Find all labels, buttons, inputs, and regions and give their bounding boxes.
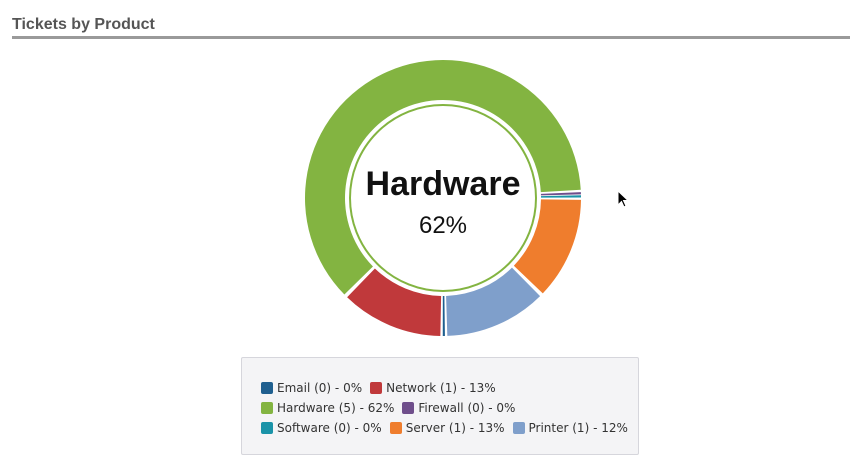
legend-item-network[interactable]: Network (1) - 13% [370, 381, 496, 395]
legend-item-firewall[interactable]: Firewall (0) - 0% [402, 401, 515, 415]
center-percent-label: 62% [419, 212, 467, 239]
donut-slices [305, 60, 581, 336]
slice-printer[interactable] [446, 267, 541, 336]
legend-item-server[interactable]: Server (1) - 13% [389, 421, 505, 435]
legend-label: Firewall (0) - 0% [418, 401, 516, 415]
legend-swatch [261, 422, 273, 434]
chart-header: Tickets by Product [12, 16, 850, 39]
slice-network[interactable] [347, 268, 442, 336]
legend-swatch [402, 402, 415, 414]
slice-software[interactable] [540, 195, 581, 198]
chart-title: Tickets by Product [12, 16, 155, 33]
chart-legend: Email (0) - 0% Network (1) - 13% Hardwar… [241, 357, 639, 455]
legend-label: Software (0) - 0% [277, 421, 382, 435]
legend-swatch [389, 422, 402, 434]
legend-swatch [512, 422, 525, 434]
selected-inner-ring [349, 104, 537, 292]
slice-hardware[interactable] [305, 60, 581, 295]
slice-server[interactable] [513, 199, 581, 294]
slice-firewall[interactable] [540, 192, 581, 196]
legend-label: Server (1) - 13% [405, 421, 505, 435]
legend-item-software[interactable]: Software (0) - 0% [261, 421, 382, 435]
legend-item-printer[interactable]: Printer (1) - 12% [512, 421, 628, 435]
slice-email[interactable] [442, 295, 445, 336]
mouse-pointer-icon [617, 190, 630, 208]
legend-item-hardware[interactable]: Hardware (5) - 62% [261, 401, 394, 415]
center-category-label: Hardware [366, 165, 521, 203]
legend-label: Printer (1) - 12% [528, 421, 628, 435]
legend-row-3: Software (0) - 0% Server (1) - 13% Print… [261, 418, 638, 438]
legend-label: Email (0) - 0% [277, 381, 363, 395]
donut-chart: Hardware 62% [305, 60, 581, 336]
legend-item-email[interactable]: Email (0) - 0% [261, 381, 362, 395]
legend-label: Network (1) - 13% [386, 381, 496, 395]
legend-label: Hardware (5) - 62% [277, 401, 395, 415]
legend-swatch [261, 402, 273, 414]
legend-row-1: Email (0) - 0% Network (1) - 13% [261, 378, 638, 398]
legend-swatch [261, 382, 273, 394]
legend-row-2: Hardware (5) - 62% Firewall (0) - 0% [261, 398, 638, 418]
legend-swatch [370, 382, 383, 394]
